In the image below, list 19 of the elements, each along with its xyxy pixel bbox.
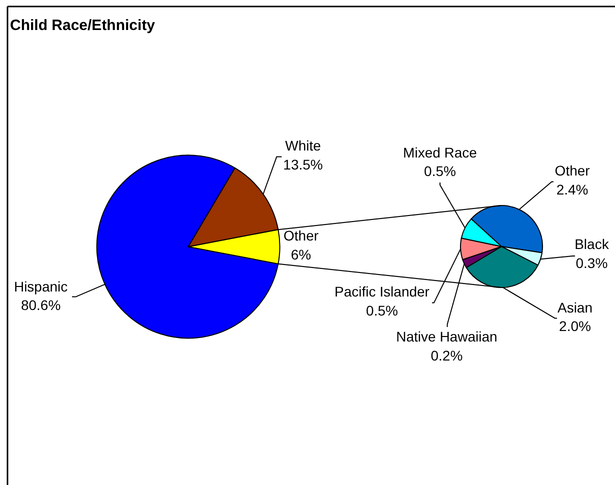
data-label: 0.5% <box>424 163 456 180</box>
slice-label: Native Hawaiian <box>396 328 498 345</box>
data-label: 0.3% <box>576 254 608 271</box>
data-label: 2.0% <box>559 318 591 334</box>
slice-label: Black <box>574 236 610 252</box>
data-label: 2.4% <box>556 182 588 198</box>
data-label: 13.5% <box>283 156 323 172</box>
data-label: 80.6% <box>20 297 61 314</box>
slice-label: White <box>285 138 322 154</box>
data-label: 0.2% <box>430 348 463 364</box>
slice-label: Other <box>283 228 319 244</box>
chart-title: Child Race/Ethnicity <box>10 17 156 34</box>
slice-label: Other <box>554 162 590 179</box>
slice-label: Hispanic <box>14 278 68 294</box>
slice-label: Mixed Race <box>403 144 478 160</box>
slice-label: Pacific Islander <box>334 284 430 300</box>
slice-label: Asian <box>557 299 593 316</box>
data-label: 0.5% <box>366 302 398 318</box>
data-label: 6% <box>290 246 312 262</box>
